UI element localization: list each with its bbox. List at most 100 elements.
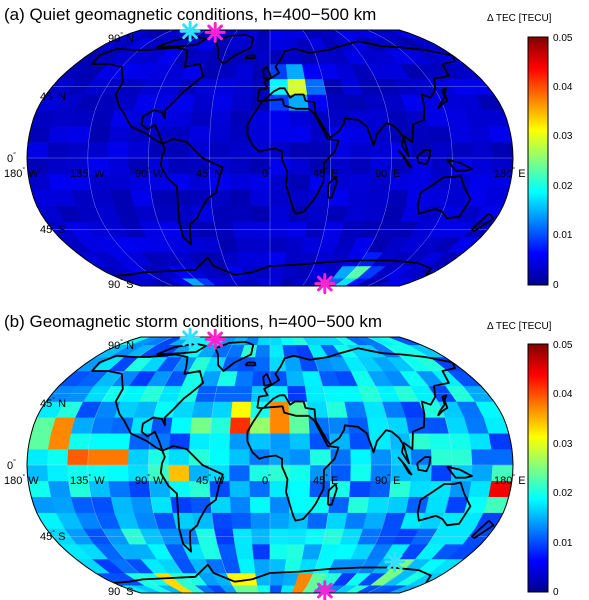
- coastline: [256, 40, 456, 158]
- lat-label: 45: [40, 531, 52, 543]
- heatmap-cell: [350, 141, 372, 159]
- lon-label: 180: [494, 475, 512, 487]
- heatmap-cell: [211, 512, 233, 529]
- heatmap-cell: [191, 94, 215, 111]
- lon-label-hem: W: [214, 475, 225, 487]
- asterisk-marker: [204, 328, 226, 350]
- heatmap-cell: [349, 173, 372, 190]
- heatmap-cell: [468, 480, 493, 497]
- coastline: [262, 66, 273, 80]
- colorbar-a-tick: 0.05: [553, 33, 573, 44]
- map-outline: [26, 336, 514, 594]
- map-outline: [26, 29, 514, 287]
- heatmap-cell: [307, 205, 329, 222]
- heatmap-cell: [249, 496, 271, 513]
- heatmap-cell: [130, 496, 154, 513]
- heatmap-cell: [252, 370, 271, 387]
- heatmap-cell: [269, 277, 283, 286]
- lat-label: 45: [40, 398, 52, 410]
- asterisk-marker: [179, 327, 201, 349]
- heatmap-cell: [150, 189, 174, 206]
- heatmap-cell: [230, 205, 252, 222]
- heatmap-cell: [47, 433, 72, 450]
- heatmap-cell: [209, 141, 230, 159]
- heatmap-cell: [269, 543, 288, 560]
- heatmap-cell: [249, 433, 271, 450]
- svg-text:45° N: 45° N: [40, 89, 66, 103]
- heatmap-cell: [269, 251, 287, 267]
- heatmap-cell: [234, 63, 255, 80]
- svg-text:45° N: 45° N: [196, 166, 222, 180]
- coastline: [416, 456, 432, 473]
- heatmap-cell: [88, 126, 112, 143]
- heatmap-cell: [170, 189, 193, 206]
- heatmap-cell: [257, 277, 271, 286]
- heatmap-cell: [237, 251, 256, 267]
- lat-label-hem: N: [126, 340, 134, 352]
- panel-a: (a) Quiet geomagnetic conditions, h=400−…: [4, 5, 573, 295]
- heatmap-cell: [107, 141, 130, 159]
- lat-label: 0: [7, 153, 13, 165]
- lon-label-hem: E: [393, 475, 400, 487]
- heatmap-cell: [172, 94, 196, 111]
- heatmap-cell: [67, 448, 89, 466]
- heatmap-cell: [170, 417, 193, 434]
- heatmap-cell: [209, 126, 231, 143]
- heatmap-cell: [269, 126, 291, 143]
- lon-label-hem: E: [393, 168, 400, 180]
- heatmap-cell: [249, 417, 271, 434]
- heatmap-cell: [289, 157, 311, 175]
- heatmap-cell: [285, 370, 306, 387]
- heatmap-cell: [168, 464, 190, 482]
- heatmap-cell: [269, 205, 290, 222]
- panel-b-lon-labels: 180° W 135° W 90° W 45° W 0° 45° E 90° E…: [4, 473, 526, 487]
- heatmap-cell: [347, 189, 370, 206]
- heatmap-cell: [386, 189, 410, 206]
- colorbar-b-label: Δ TEC [TECU]: [487, 321, 552, 332]
- heatmap-cell: [468, 173, 493, 190]
- heatmap-cell: [330, 448, 352, 466]
- heatmap-cell: [229, 496, 251, 513]
- panel-a-map: [26, 20, 514, 295]
- coastline: [156, 342, 207, 356]
- heatmap-cell: [47, 141, 69, 159]
- colorbar-a-tick: 0.04: [553, 82, 573, 93]
- lat-label-hem: S: [58, 531, 65, 543]
- lon-label: 45: [313, 475, 325, 487]
- heatmap-cell: [269, 417, 291, 434]
- lat-label-hem: S: [126, 279, 133, 291]
- heatmap-cell: [68, 126, 92, 143]
- heatmap-cell: [229, 189, 251, 206]
- coastline: [91, 353, 204, 452]
- colorbar-a-tick: 0.03: [553, 131, 573, 142]
- heatmap-cell: [230, 512, 252, 529]
- lon-label: 45: [313, 168, 325, 180]
- heatmap-cell: [252, 543, 271, 560]
- svg-text:45° E: 45° E: [313, 166, 338, 180]
- lat-label: 45: [40, 224, 52, 236]
- heatmap-cell: [47, 126, 72, 143]
- svg-text:180° W: 180° W: [4, 473, 39, 487]
- heatmap-cell: [190, 110, 212, 127]
- panel-a-lat-labels: 90° N 45° N 0° 45° S 90° S: [7, 31, 134, 291]
- lat-label: 0: [7, 460, 13, 472]
- heatmap-cell: [255, 344, 271, 358]
- heatmap-cell: [488, 126, 513, 143]
- heatmap-cell: [230, 94, 252, 111]
- lat-label: 90: [108, 586, 120, 598]
- heatmap-cell: [451, 141, 473, 159]
- heatmap-cell: [325, 94, 349, 111]
- heatmap-cell: [289, 189, 311, 206]
- coastline: [446, 158, 473, 172]
- svg-text:45° S: 45° S: [40, 222, 65, 236]
- heatmap-cell: [234, 236, 255, 253]
- heatmap-cell: [47, 173, 72, 190]
- graticule: [27, 30, 513, 286]
- svg-text:45° N: 45° N: [40, 396, 66, 410]
- panel-b-title: (b) Geomagnetic storm conditions, h=400−…: [4, 312, 382, 331]
- heatmap-cell: [250, 205, 271, 222]
- heatmap-cell: [210, 110, 232, 127]
- heatmap-cell: [27, 126, 52, 143]
- heatmap-cell: [67, 141, 89, 159]
- lat-label: 45: [40, 91, 52, 103]
